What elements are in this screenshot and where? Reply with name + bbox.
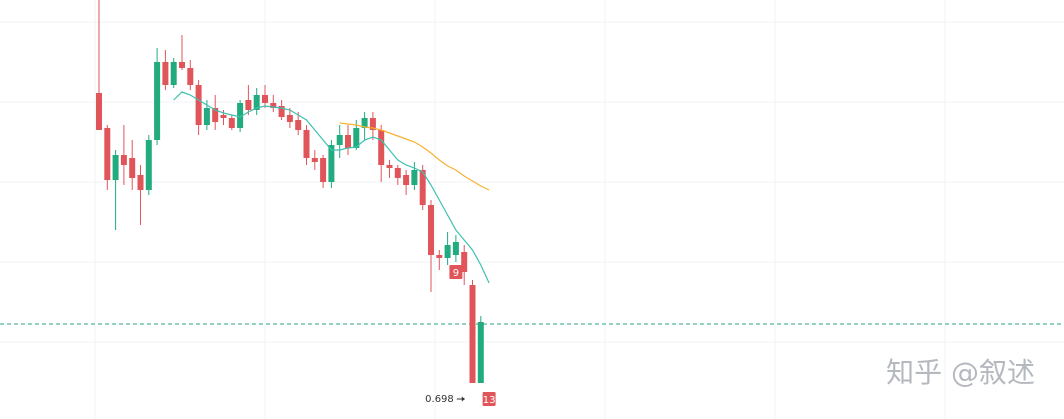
watermark: 知乎 @叙述 <box>886 356 1035 389</box>
candle-body <box>452 242 459 255</box>
candle-body <box>436 255 443 258</box>
candle-body <box>444 245 451 258</box>
candle-body <box>394 168 401 178</box>
candle-body <box>477 322 484 383</box>
candle-body <box>361 118 368 128</box>
candle-body <box>411 170 418 185</box>
candle-body <box>328 145 335 182</box>
candle-body <box>96 93 102 130</box>
candle-body <box>295 120 302 130</box>
candle-body <box>419 170 426 205</box>
candle-body <box>311 158 318 162</box>
candle-body <box>120 155 127 165</box>
candle-body <box>369 118 376 130</box>
candle-body <box>195 85 202 125</box>
candle-body <box>104 128 111 180</box>
moving-average <box>173 91 490 284</box>
candle-body <box>353 128 360 148</box>
candle-body <box>187 68 194 85</box>
candle-body <box>278 106 285 117</box>
candle-body <box>137 175 144 190</box>
candle-body <box>303 130 310 158</box>
candle-body <box>129 158 136 178</box>
candle-body <box>245 100 252 110</box>
candle-body <box>469 285 476 383</box>
marker-badge <box>449 265 463 279</box>
candle-body <box>112 155 119 180</box>
min-arrowhead <box>461 396 465 402</box>
candle-body <box>286 115 293 122</box>
candle-body <box>237 103 244 128</box>
candle-body <box>162 62 169 85</box>
candle-body <box>461 252 468 272</box>
candle-body <box>262 95 268 103</box>
candle-body <box>179 62 185 68</box>
candle-body <box>203 108 210 125</box>
min-label: 0.698 <box>425 394 454 405</box>
candle-body <box>386 165 393 168</box>
candle-body <box>320 158 327 182</box>
candle-body <box>170 62 177 85</box>
candle-body <box>378 130 385 165</box>
candle-body <box>154 62 161 140</box>
marker-label: 9 <box>453 268 459 279</box>
candle-body <box>336 135 343 145</box>
marker-badge <box>482 392 496 406</box>
candle-body <box>403 175 410 185</box>
candle-body <box>220 115 227 118</box>
candle-body <box>212 108 219 122</box>
candle-body <box>428 205 434 255</box>
candle-body <box>145 140 152 190</box>
candle-body <box>270 103 277 108</box>
moving-average <box>339 122 490 191</box>
candle-body <box>228 118 235 128</box>
marker-label: 13 <box>483 395 496 406</box>
candle-body <box>345 135 351 148</box>
candle-body <box>253 95 260 110</box>
